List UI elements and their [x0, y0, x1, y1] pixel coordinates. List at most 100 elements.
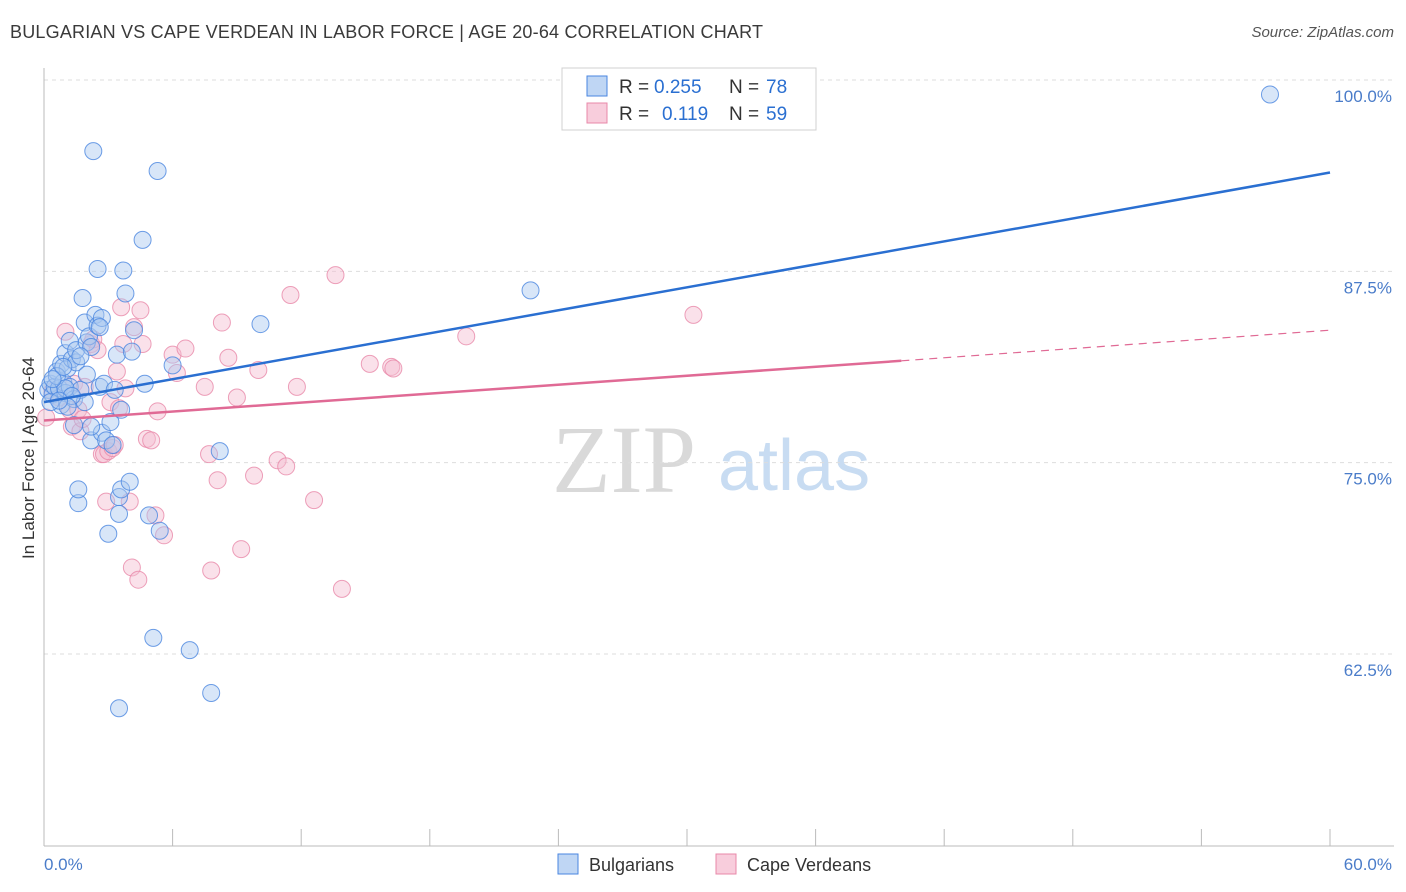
cape-verdean-point-57	[360, 354, 379, 373]
bulgarian-point-41	[103, 435, 122, 454]
bulgarian-point-48	[114, 261, 133, 280]
legend-n-value-blue: 78	[766, 77, 787, 98]
bulgarian-point-73	[90, 318, 109, 337]
bulgarian-point-64	[110, 699, 129, 718]
legend-r-label-blue: R =	[619, 77, 649, 98]
cape-verdean-point-0	[37, 408, 56, 427]
bulgarian-point-43	[107, 345, 126, 364]
bulgarian-point-20	[69, 480, 88, 499]
cape-verdean-point-41	[200, 445, 219, 464]
x-tick-label-min: 0.0%	[44, 855, 83, 874]
legend-swatch-pink	[586, 102, 608, 124]
cape-verdean-point-45	[219, 348, 238, 367]
bulgarian-point-58	[150, 521, 169, 540]
bulgarian-point-61	[202, 683, 221, 702]
bulgarian-point-75	[43, 370, 62, 389]
bulgarian-point-72	[71, 347, 90, 366]
bulgarian-point-30	[84, 142, 103, 161]
bulgarian-point-49	[116, 284, 135, 303]
cape-verdean-point-23	[112, 298, 131, 317]
cape-verdean-point-43	[208, 471, 227, 490]
bulgarian-point-62	[210, 442, 229, 461]
trend-lines	[43, 171, 1331, 422]
chart-title: BULGARIAN VS CAPE VERDEAN IN LABOR FORCE…	[10, 22, 764, 42]
cape-verdean-point-48	[245, 466, 264, 485]
cape-verdean-trend-line	[43, 359, 902, 422]
cape-verdean-point-3	[56, 322, 75, 341]
bottom-legend: Bulgarians Cape Verdeans	[557, 853, 871, 875]
y-tick-labels: 62.5% 75.0% 87.5% 100.0%	[1334, 87, 1392, 680]
bulgarian-point-32	[88, 259, 107, 278]
cape-verdean-point-54	[305, 491, 324, 510]
cape-verdean-point-51	[277, 457, 296, 476]
cape-verdean-trend-extension	[901, 329, 1331, 362]
bottom-legend-swatch-bulgarians	[557, 853, 579, 875]
x-ticks	[43, 829, 1331, 846]
bulgarian-point-39	[99, 524, 118, 543]
cape-verdean-point-46	[227, 388, 246, 407]
bulgarian-point-59	[163, 356, 182, 375]
cape-verdean-point-60	[457, 327, 476, 346]
bulgarian-point-63	[251, 315, 270, 334]
bottom-legend-swatch-cape-verdeans	[715, 853, 737, 875]
cape-verdean-point-61	[684, 305, 703, 324]
legend-n-label-blue: N =	[729, 77, 759, 98]
bulgarian-point-26	[77, 365, 96, 384]
legend-swatch-blue	[586, 75, 608, 97]
bulgarian-point-6	[52, 354, 71, 373]
legend-box: R = 0.255 N = 78 R = 0.119 N = 59	[561, 67, 817, 131]
bulgarian-point-38	[97, 431, 116, 450]
bulgarian-point-55	[140, 506, 159, 525]
bulgarian-point-52	[125, 321, 144, 340]
y-tick-label-3: 100.0%	[1334, 87, 1392, 106]
cape-verdean-point-53	[287, 377, 306, 396]
legend-n-label-pink: N =	[729, 104, 759, 125]
bulgarian-point-44	[110, 504, 129, 523]
cape-verdean-point-21	[107, 362, 126, 381]
bulgarian-point-65	[521, 281, 540, 300]
bulgarian-point-76	[82, 417, 101, 436]
bulgarian-point-71	[54, 357, 73, 376]
bulgarian-point-29	[82, 431, 101, 450]
legend-r-value-pink: 0.119	[662, 104, 708, 125]
cape-verdean-point-26	[120, 492, 139, 511]
bulgarian-point-56	[144, 628, 163, 647]
bottom-legend-label-bulgarians: Bulgarians	[589, 855, 674, 875]
bulgarian-point-45	[110, 488, 129, 507]
cape-verdean-point-33	[142, 431, 161, 450]
y-tick-label-1: 75.0%	[1344, 470, 1392, 489]
watermark-atlas: atlas	[718, 426, 870, 506]
bulgarian-point-66	[1260, 85, 1279, 104]
bulgarian-point-19	[69, 494, 88, 513]
bulgarian-point-60	[180, 641, 199, 660]
cape-verdean-point-30	[131, 301, 150, 320]
bulgarian-point-53	[133, 230, 152, 249]
cape-verdean-point-47	[232, 540, 251, 559]
y-tick-label-0: 62.5%	[1344, 661, 1392, 680]
cape-verdean-point-59	[384, 359, 403, 378]
y-axis-label: In Labor Force | Age 20-64	[19, 357, 38, 559]
bulgarian-point-50	[120, 472, 139, 491]
bulgarian-point-51	[122, 342, 141, 361]
source-label: Source: ZipAtlas.com	[1251, 24, 1394, 41]
cape-verdean-point-55	[326, 266, 345, 285]
watermark-zip: ZIP	[552, 406, 696, 513]
cape-verdean-point-31	[133, 334, 152, 353]
legend-n-value-pink: 59	[766, 104, 787, 125]
bulgarian-point-40	[101, 413, 120, 432]
cape-verdean-point-52	[281, 285, 300, 304]
x-tick-label-max: 60.0%	[1344, 855, 1392, 874]
bulgarian-point-22	[73, 289, 92, 308]
cape-verdean-point-39	[176, 339, 195, 358]
legend-r-value-blue: 0.255	[654, 77, 702, 98]
cape-verdean-point-40	[195, 377, 214, 396]
cape-verdean-point-42	[202, 561, 221, 580]
cape-verdean-point-29	[129, 570, 148, 589]
bulgarian-points	[39, 85, 1279, 718]
cape-verdean-point-44	[212, 313, 231, 332]
bulgarian-trend-line	[43, 171, 1331, 404]
legend-r-label-pink: R =	[619, 104, 649, 125]
cape-verdean-point-56	[332, 579, 351, 598]
y-tick-label-2: 87.5%	[1344, 278, 1392, 297]
